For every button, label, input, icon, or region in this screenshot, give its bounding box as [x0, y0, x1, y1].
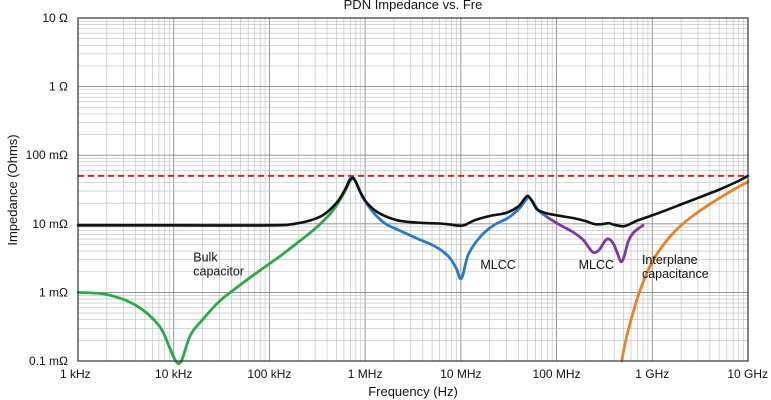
y-tick-label: 10 Ω [42, 11, 68, 25]
x-tick-label: 100 MHz [533, 367, 581, 381]
y-tick-label: 10 mΩ [32, 217, 68, 231]
x-tick-label: 1 kHz [60, 367, 91, 381]
series-line-3 [545, 215, 645, 264]
x-tick-label: 1 GHz [635, 367, 669, 381]
series-line-1 [76, 177, 353, 365]
x-tick-label: 10 kHz [155, 367, 192, 381]
grid-lines [77, 18, 748, 362]
chart-title: PDN Impedance vs. Fre [344, 0, 483, 12]
annotation-label: MLCC [480, 258, 515, 272]
y-tick-labels: 10 Ω 1 Ω 100 mΩ 10 mΩ 1 mΩ 0.1 mΩ [26, 11, 68, 368]
y-tick-label: 1 Ω [49, 80, 68, 94]
series-line-2 [345, 176, 549, 281]
series-line-5 [76, 174, 750, 228]
annotation-label: Bulk capacitor [193, 251, 244, 279]
series-layer [76, 174, 750, 365]
annotation-line: capacitance [642, 267, 709, 281]
annotation-label: Interplane capacitance [642, 253, 709, 281]
x-tick-label: 10 GHz [727, 367, 768, 381]
annotation-line: MLCC [579, 258, 614, 272]
y-tick-label: 1 mΩ [39, 285, 68, 299]
series-line-4 [620, 180, 750, 363]
y-tick-label: 100 mΩ [26, 148, 68, 162]
annotation-line: MLCC [480, 258, 515, 272]
annotation-label: MLCC [579, 258, 614, 272]
annotation-line: capacitor [193, 265, 244, 279]
plot-frame [77, 17, 749, 362]
y-tick-label: 0.1 mΩ [29, 354, 68, 368]
annotation-line: Interplane [642, 253, 698, 267]
x-tick-label: 10 MHz [440, 367, 481, 381]
x-tick-label: 1 MHz [348, 367, 383, 381]
annotations: Bulk capacitor MLCC MLCC Interplane capacitan… [193, 251, 708, 281]
x-axis-label: Frequency (Hz) [368, 384, 458, 399]
y-axis-label: Impedance (Ohms) [5, 134, 20, 245]
x-tick-label: 100 kHz [247, 367, 291, 381]
annotation-line: Bulk [193, 251, 218, 265]
x-tick-labels: 1 kHz 10 kHz 100 kHz 1 MHz 10 MHz 100 MHz 1 GH… [60, 367, 768, 381]
